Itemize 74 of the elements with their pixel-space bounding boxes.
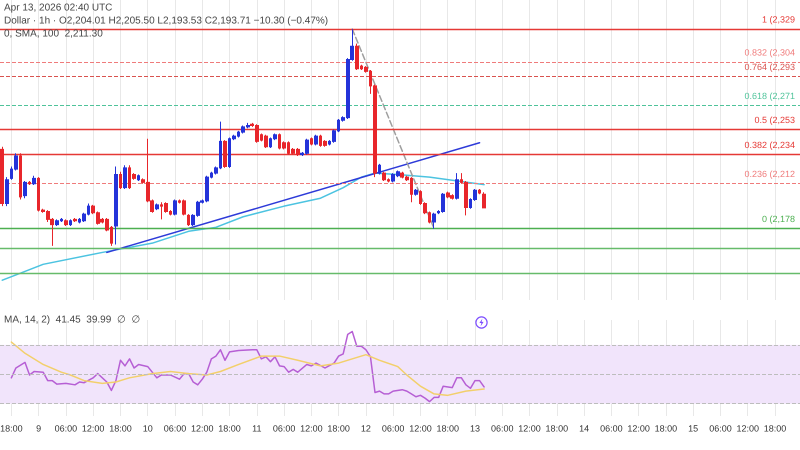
candlestick bbox=[378, 163, 381, 175]
x-tick-label: 06:00 bbox=[600, 424, 623, 434]
x-tick-label: 18:00 bbox=[764, 424, 786, 434]
x-tick-label: 12:00 bbox=[409, 424, 432, 434]
candlestick bbox=[478, 188, 481, 195]
candlestick bbox=[173, 199, 177, 216]
x-tick-label: 18:00 bbox=[654, 424, 678, 434]
x-tick-label: 06:00 bbox=[709, 424, 732, 434]
x-tick-label: 14 bbox=[579, 424, 590, 434]
x-tick-label: 13 bbox=[470, 424, 480, 434]
x-tick-label: 11 bbox=[252, 424, 262, 434]
ref-line-label: 0.764 (2,293 bbox=[744, 62, 795, 72]
candlestick bbox=[0, 146, 4, 207]
x-tick-label: 18:00 bbox=[327, 424, 350, 434]
candlestick bbox=[5, 176, 9, 207]
candlestick bbox=[264, 134, 268, 149]
x-tick-label: 06:00 bbox=[164, 424, 186, 434]
x-tick-label: 06:00 bbox=[272, 424, 296, 434]
candlestick bbox=[450, 194, 454, 200]
x-tick-label: 18:00 bbox=[109, 424, 132, 434]
ref-line-label: 0.382 (2,234 bbox=[744, 140, 795, 150]
candlestick bbox=[455, 172, 459, 200]
annotation: 0, SMA, 100 2,211.30 bbox=[4, 28, 104, 40]
x-tick-label: 06:00 bbox=[54, 424, 78, 434]
x-tick-label: 12:00 bbox=[191, 424, 214, 434]
candlestick bbox=[114, 166, 118, 245]
candlestick bbox=[137, 174, 140, 182]
candlestick bbox=[55, 218, 59, 226]
candlestick bbox=[73, 218, 77, 223]
candlestick bbox=[69, 218, 72, 226]
x-tick-label: 18:00 bbox=[0, 424, 23, 434]
ref-line-label: 1 (2,329 bbox=[762, 14, 795, 25]
candlestick bbox=[482, 192, 486, 209]
candlestick bbox=[123, 164, 127, 190]
candlestick bbox=[432, 212, 436, 230]
candlestick bbox=[119, 171, 122, 190]
ref-line-label: 0.832 (2,304 bbox=[744, 48, 795, 58]
candlestick bbox=[182, 199, 186, 216]
annotation: Apr 13, 2026 02:40 UTC bbox=[4, 2, 112, 14]
x-tick-label: 12:00 bbox=[518, 424, 541, 434]
x-tick-label: 12 bbox=[360, 424, 371, 434]
candlestick bbox=[23, 180, 27, 199]
ref-line-label: 0.618 (2,271 bbox=[744, 91, 795, 102]
x-tick-label: 18:00 bbox=[546, 424, 568, 434]
candlestick bbox=[355, 43, 359, 71]
x-tick-label: 18:00 bbox=[436, 424, 459, 434]
x-tick-label: 12:00 bbox=[82, 424, 104, 434]
x-tick-label: 12:00 bbox=[736, 424, 759, 434]
candlestick bbox=[414, 188, 418, 196]
x-tick-label: 12:00 bbox=[300, 424, 323, 434]
candlestick bbox=[64, 218, 68, 226]
x-tick-label: 10 bbox=[142, 424, 153, 434]
x-tick-label: 06:00 bbox=[491, 424, 514, 434]
candlestick bbox=[223, 140, 227, 168]
x-tick-label: 18:00 bbox=[218, 424, 241, 434]
candlestick bbox=[28, 180, 31, 186]
text: MA, 14, 2) 41.45 39.99 ∅ ∅ bbox=[4, 314, 140, 326]
candlestick bbox=[314, 134, 318, 146]
ref-line-label: 0 (2,178 bbox=[762, 214, 795, 224]
annotation: Dollar · 1h · O2,204.01 H2,205.50 L2,193.53 C2,193.71 −10.30 (−0.47%) bbox=[4, 16, 328, 26]
x-tick-label: 12:00 bbox=[627, 424, 650, 434]
candlestick bbox=[187, 214, 190, 226]
ref-line-label: 0.236 (2,212 bbox=[744, 169, 795, 180]
x-tick-label: 9 bbox=[36, 424, 42, 434]
candlestick bbox=[382, 171, 386, 182]
candlestick bbox=[19, 152, 22, 200]
candlestick bbox=[310, 136, 313, 146]
x-tick-label: 15 bbox=[688, 424, 698, 434]
candlestick bbox=[155, 203, 159, 211]
candlestick bbox=[441, 192, 445, 214]
ref-line-label: 0.5 (2,253 bbox=[754, 115, 795, 126]
candlestick bbox=[32, 175, 36, 186]
x-tick-label: 06:00 bbox=[382, 424, 404, 434]
candlestick bbox=[446, 191, 450, 199]
